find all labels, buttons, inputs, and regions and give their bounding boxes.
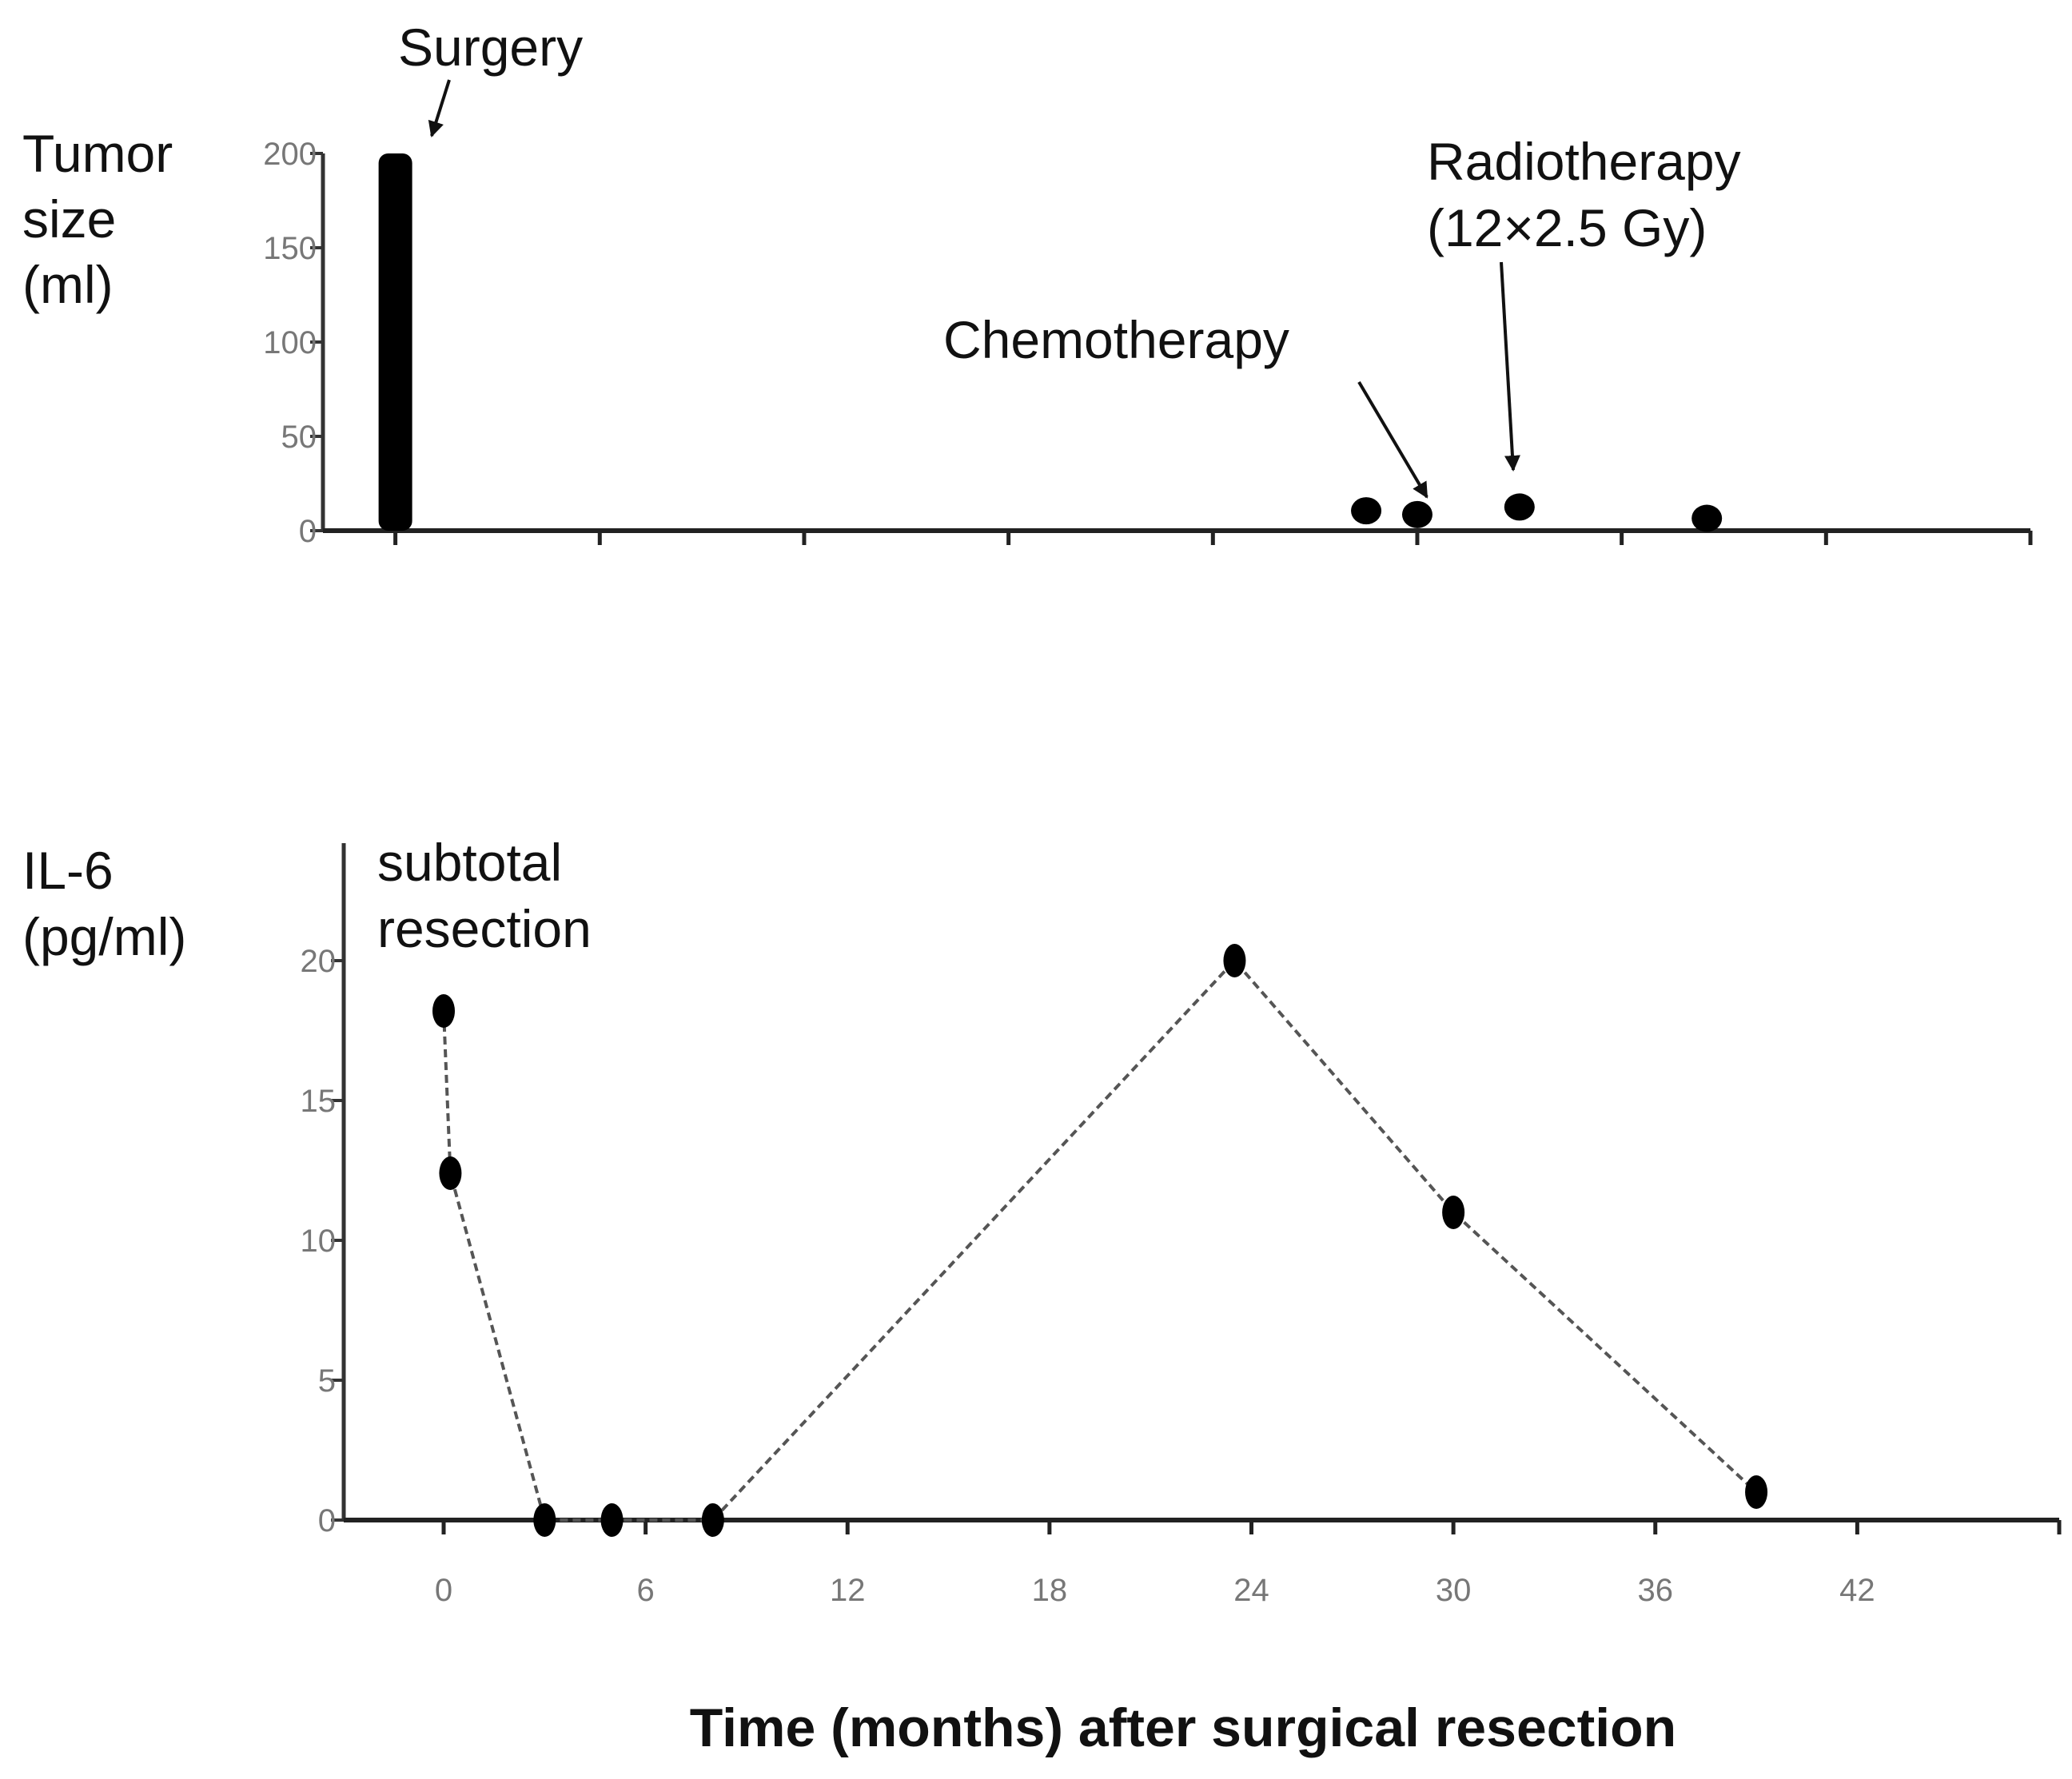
il6-x-tick-label: 12	[830, 1573, 866, 1608]
il6-data-points	[432, 944, 1768, 1537]
il6-y-tick-label: 15	[301, 1084, 337, 1119]
tumor-y-tick-label: 150	[263, 231, 317, 266]
tumor-data-point	[1691, 504, 1723, 532]
il6-ylabel-line-2: (pg/ml)	[22, 907, 186, 966]
il6-x-tick-label: 36	[1638, 1573, 1674, 1608]
tumor-y-tick-label: 100	[263, 325, 317, 360]
il6-data-point	[1442, 1196, 1465, 1229]
surgery-annotation: Surgery	[398, 18, 583, 77]
il6-x-tick-label: 30	[1436, 1573, 1472, 1608]
tumor-size-panel: Tumor size (ml) 0 50 100 150 200 Surgery Che…	[22, 18, 2033, 549]
il6-y-tick-label: 5	[318, 1363, 336, 1399]
tumor-ylabel-line-2: size	[22, 189, 116, 249]
tumor-ylabel-line-1: Tumor	[22, 124, 173, 183]
il6-panel: IL-6 (pg/ml) subtotal resection 0 5 10 15 20…	[22, 833, 2062, 1758]
tumor-bar-surgery	[378, 153, 412, 531]
tumor-data-points	[1351, 493, 1723, 532]
il6-data-point	[533, 1503, 556, 1537]
surgery-arrow	[428, 79, 451, 137]
tumor-y-ticks: 0 50 100 150 200	[263, 137, 323, 549]
il6-x-tick-label: 0	[435, 1573, 452, 1608]
tumor-y-tick-label: 50	[281, 420, 317, 455]
tumor-data-point	[1401, 500, 1432, 528]
il6-y-tick-label: 20	[301, 944, 337, 979]
radiotherapy-annotation-line-1: Radiotherapy	[1427, 132, 1741, 191]
il6-ylabel-line-1: IL-6	[22, 841, 114, 900]
il6-x-tick-label: 42	[1839, 1573, 1875, 1608]
il6-data-point	[701, 1503, 724, 1537]
il6-y-tick-label: 0	[318, 1503, 336, 1538]
tumor-y-tick-label: 200	[263, 137, 317, 172]
il6-series-line	[442, 958, 1758, 1522]
il6-x-tick-label: 24	[1233, 1573, 1269, 1608]
radiotherapy-annotation-line-2: (12×2.5 Gy)	[1427, 198, 1707, 257]
tumor-data-point	[1504, 493, 1535, 521]
il6-y-ticks: 0 5 10 15 20	[301, 944, 344, 1538]
tumor-ylabel-line-3: (ml)	[22, 255, 114, 314]
il6-x-tick-label: 6	[637, 1573, 655, 1608]
subtotal-resection-annotation-line-2: resection	[377, 899, 592, 958]
il6-x-tick-label: 18	[1032, 1573, 1068, 1608]
il6-data-point	[432, 994, 455, 1028]
radiotherapy-arrow	[1500, 261, 1520, 472]
subtotal-resection-annotation-line-1: subtotal	[377, 833, 562, 892]
x-axis-label: Time (months) after surgical resection	[690, 1697, 1676, 1758]
il6-y-tick-label: 10	[301, 1224, 337, 1259]
il6-data-point	[600, 1503, 624, 1537]
chemotherapy-annotation: Chemotherapy	[943, 310, 1289, 369]
il6-data-point	[1745, 1475, 1768, 1509]
tumor-x-ticks	[393, 531, 2033, 545]
il6-data-point	[1223, 944, 1246, 977]
il6-x-ticks: 0 6 12 18 24 30 36 42	[435, 1520, 2062, 1608]
tumor-y-tick-label: 0	[299, 514, 317, 549]
il6-data-point	[439, 1156, 462, 1190]
chemotherapy-arrow	[1357, 380, 1428, 499]
tumor-data-point	[1351, 497, 1382, 525]
